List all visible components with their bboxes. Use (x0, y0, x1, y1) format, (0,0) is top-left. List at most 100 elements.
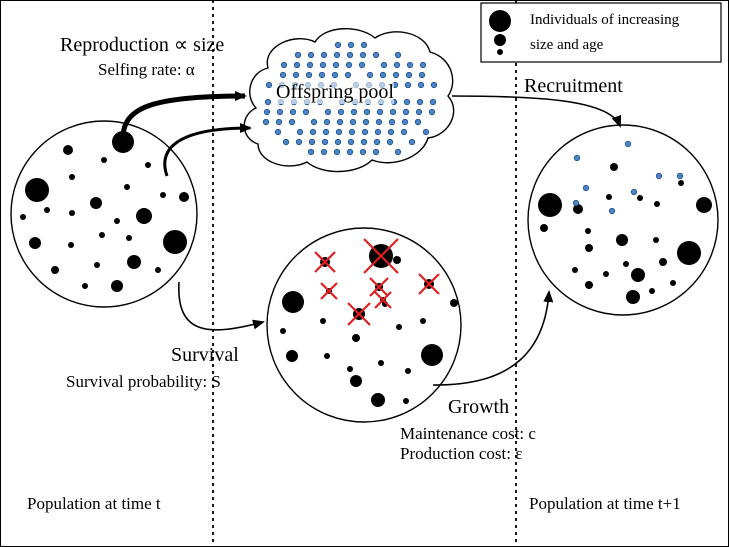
dead-individuals (314, 238, 440, 326)
offspring-dot (334, 138, 342, 146)
offspring-dot (265, 81, 273, 89)
individual-dot (378, 360, 384, 366)
offspring-dot (318, 71, 326, 79)
offspring-dot (358, 61, 366, 69)
offspring-dot (264, 98, 272, 106)
offspring-dot (263, 108, 271, 116)
surviving-individuals (280, 256, 458, 407)
offspring-dot (400, 128, 408, 136)
offspring-dot (376, 108, 384, 116)
offspring-dot (310, 118, 318, 126)
individual-dot (696, 197, 712, 213)
recruited-offspring (572, 140, 684, 215)
individual-dot (124, 184, 130, 190)
offspring-dot (305, 71, 313, 79)
offspring-dot (386, 138, 394, 146)
offspring-dot (344, 71, 352, 79)
offspring-dot (350, 108, 358, 116)
offspring-dot (429, 98, 437, 106)
offspring-dot (417, 81, 425, 89)
offspring-dot (262, 118, 270, 126)
death-cross-icon (320, 282, 338, 300)
death-cross-icon (369, 277, 389, 297)
offspring-dot (405, 71, 413, 79)
offspring-dot (428, 108, 436, 116)
individual-dot (421, 344, 443, 366)
offspring-dot (335, 128, 343, 136)
individual-dot (403, 398, 409, 404)
offspring-dot (274, 128, 282, 136)
offspring-dot (360, 138, 368, 146)
individual-dot (101, 157, 107, 163)
individual-dot (29, 237, 41, 249)
individual-dot (127, 255, 141, 269)
individual-dot (585, 244, 593, 252)
offspring-dot (280, 61, 288, 69)
population-t1-circle (527, 124, 719, 316)
individual-dot (626, 290, 640, 304)
individual-dot (82, 283, 88, 289)
offspring-dot (302, 108, 310, 116)
individual-dot (69, 210, 75, 216)
offspring-dot (348, 128, 356, 136)
offspring-dot (379, 71, 387, 79)
individual-dot (112, 131, 134, 153)
individual-dot (286, 350, 298, 362)
production-cost-label: Production cost: ε (400, 444, 523, 463)
individual-dot (637, 195, 643, 201)
offspring-dot (372, 148, 380, 156)
survival-probability-label: Survival probability: S (66, 372, 221, 391)
offspring-dot (293, 61, 301, 69)
offspring-dot (288, 118, 296, 126)
legend-line-1: Individuals of increasing (530, 12, 680, 28)
offspring-dot (401, 118, 409, 126)
individual-dot (136, 208, 152, 224)
individual-dot (111, 280, 123, 292)
offspring-dot (279, 71, 287, 79)
recruitment-arrow (451, 95, 622, 128)
offspring-dot (337, 108, 345, 116)
offspring-dot (323, 118, 331, 126)
survival-arrow (178, 281, 265, 331)
individual-dot (51, 266, 59, 274)
offspring-dot (308, 138, 316, 146)
offspring-dot (289, 108, 297, 116)
offspring-dot (331, 71, 339, 79)
offspring-dot (393, 61, 401, 69)
offspring-dot (404, 81, 412, 89)
offspring-dot (346, 148, 354, 156)
individual-dot (145, 162, 151, 168)
offspring-dot (403, 98, 411, 106)
offspring-dot (406, 61, 414, 69)
offspring-dot (608, 207, 616, 215)
offspring-dot (334, 41, 342, 49)
death-cross-icon (363, 238, 399, 274)
offspring-dot (573, 154, 581, 162)
individual-dot (572, 267, 578, 273)
offspring-dot (362, 118, 370, 126)
offspring-pool-label: Offspring pool (276, 81, 394, 104)
offspring-dot (418, 71, 426, 79)
individual-dot (94, 262, 100, 268)
individual-dot (603, 271, 609, 277)
death-cross-icon (314, 251, 336, 273)
reproduction-arrow-thin (163, 123, 252, 177)
individual-dot (420, 318, 426, 324)
individual-dot (347, 366, 353, 372)
individual-dot (352, 334, 360, 342)
offspring-dot (394, 148, 402, 156)
offspring-dot (360, 41, 368, 49)
individual-dot (320, 318, 326, 324)
individual-dot (282, 291, 304, 313)
offspring-dot (359, 148, 367, 156)
offspring-dot (380, 61, 388, 69)
individual-dot (324, 353, 330, 359)
individual-dot (396, 324, 402, 330)
individual-dot (126, 235, 132, 241)
offspring-dot (375, 118, 383, 126)
offspring-dot (307, 148, 315, 156)
offspring-dot (389, 108, 397, 116)
individual-dot (20, 214, 26, 220)
individual-dot (653, 237, 659, 243)
offspring-dot (630, 188, 638, 196)
